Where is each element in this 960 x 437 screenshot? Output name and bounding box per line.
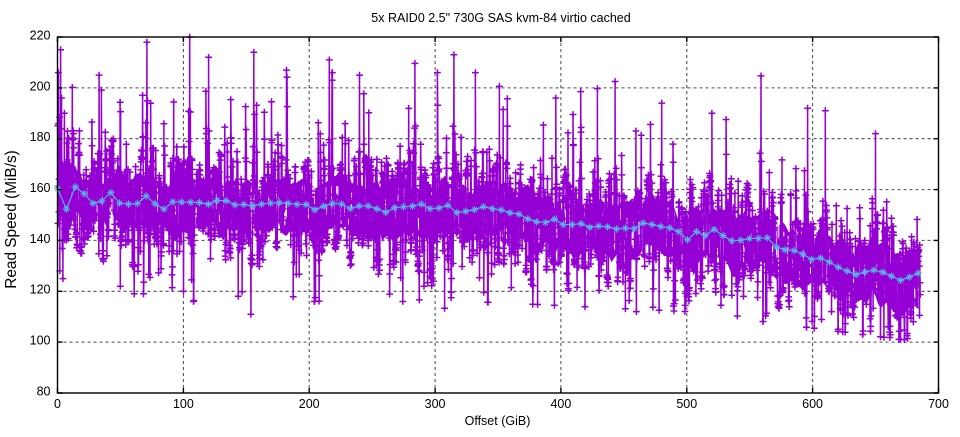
svg-text:80: 80 xyxy=(37,384,51,398)
svg-text:120: 120 xyxy=(30,283,51,297)
svg-text:600: 600 xyxy=(802,397,823,411)
svg-text:Read Speed (MiB/s): Read Speed (MiB/s) xyxy=(3,150,20,289)
svg-text:300: 300 xyxy=(425,397,446,411)
svg-text:100: 100 xyxy=(173,397,194,411)
svg-text:100: 100 xyxy=(30,334,51,348)
svg-text:5x RAID0 2.5" 730G SAS kvm-84: 5x RAID0 2.5" 730G SAS kvm-84 virtio cac… xyxy=(371,11,630,25)
svg-text:200: 200 xyxy=(30,79,51,93)
svg-text:220: 220 xyxy=(30,28,51,42)
svg-text:200: 200 xyxy=(299,397,320,411)
svg-text:160: 160 xyxy=(30,181,51,195)
svg-text:180: 180 xyxy=(30,130,51,144)
svg-text:140: 140 xyxy=(30,232,51,246)
svg-text:500: 500 xyxy=(676,397,697,411)
svg-text:700: 700 xyxy=(928,397,949,411)
svg-text:400: 400 xyxy=(550,397,571,411)
svg-text:0: 0 xyxy=(54,397,61,411)
svg-text:Offset (GiB): Offset (GiB) xyxy=(465,414,531,428)
